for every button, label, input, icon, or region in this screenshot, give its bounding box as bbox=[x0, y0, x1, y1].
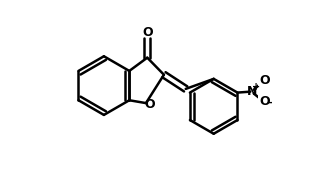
Text: +: + bbox=[252, 82, 260, 92]
Text: O: O bbox=[260, 95, 270, 108]
Text: N: N bbox=[247, 85, 257, 98]
Text: -: - bbox=[267, 98, 272, 108]
Text: O: O bbox=[142, 26, 153, 39]
Text: O: O bbox=[145, 98, 155, 111]
Text: O: O bbox=[260, 74, 270, 87]
